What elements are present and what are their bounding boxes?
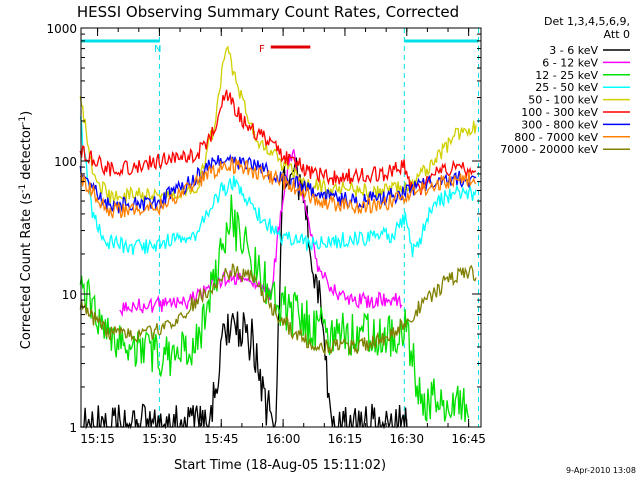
x-tick-label-6: 16:45 — [451, 432, 486, 446]
legend-label-7: 800 - 7000 keV — [514, 131, 598, 144]
x-tick-label-1: 15:30 — [142, 432, 177, 446]
y-tick-label-0: 1 — [69, 421, 77, 435]
legend-label-3: 25 - 50 keV — [535, 81, 598, 94]
series-line-3 — [79, 116, 477, 258]
legend-label-4: 50 - 100 keV — [528, 94, 598, 107]
x-tick-label-4: 16:15 — [328, 432, 363, 446]
x-tick-label-0: 15:15 — [80, 432, 115, 446]
y-tick-label-2: 100 — [54, 155, 77, 169]
x-axis-label: Start Time (18-Aug-05 15:11:02) — [174, 458, 386, 473]
legend-header-1: Det 1,3,4,5,6,9, — [544, 15, 630, 28]
y-axis-label-end: ) — [19, 111, 34, 116]
annotation-label-night-0: N — [154, 44, 161, 55]
legend-label-2: 12 - 25 keV — [535, 69, 598, 82]
legend-label-1: 6 - 12 keV — [542, 56, 598, 69]
series-line-8 — [79, 263, 477, 355]
y-tick-label-3: 1000 — [46, 22, 77, 36]
plot-frame — [80, 27, 482, 428]
x-tick-label-2: 15:45 — [204, 432, 239, 446]
y-axis-label-sup2: -1 — [18, 116, 28, 125]
y-axis-label-main: Corrected Count Rate (s — [19, 193, 34, 350]
legend-label-8: 7000 - 20000 keV — [500, 143, 598, 156]
y-axis-label-sup1: -1 — [18, 184, 28, 193]
axes-layer: 15:15 15:30 15:45 16:00 16:15 16:30 16:45 1 10 10… — [46, 22, 485, 446]
legend-label-5: 100 - 300 keV — [521, 106, 598, 119]
series-line-7 — [79, 155, 477, 219]
chart-title: HESSI Observing Summary Count Rates, Cor… — [77, 3, 459, 21]
legend-label-6: 300 - 800 keV — [521, 118, 598, 131]
y-tick-label-1: 10 — [62, 288, 77, 302]
footer-date: 9-Apr-2010 13:08 — [566, 466, 636, 475]
series-layer — [79, 45, 477, 430]
legend-label-0: 3 - 6 keV — [549, 44, 598, 57]
y-axis-label: Corrected Count Rate (s-1 detector-1) — [18, 111, 34, 349]
annotation-label-flare-2: F — [259, 44, 265, 55]
y-axis-label-mid: detector — [19, 124, 34, 184]
legend-header-2: Att 0 — [604, 28, 630, 41]
series-line-2 — [79, 194, 470, 423]
x-tick-label-5: 16:30 — [389, 432, 424, 446]
x-tick-label-3: 16:00 — [266, 432, 301, 446]
